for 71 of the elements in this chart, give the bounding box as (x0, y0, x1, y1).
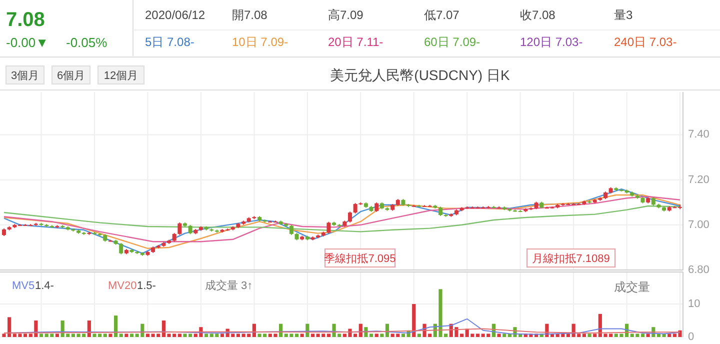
bar (476, 334, 480, 337)
bar (582, 334, 586, 337)
bar (646, 334, 650, 337)
annotation: 季線扣抵7.095 (324, 252, 396, 265)
y-tick-label: 7.00 (688, 218, 710, 231)
bar (103, 334, 107, 337)
annotation: 1.5- (137, 280, 156, 292)
text: 5日 7.08- (145, 35, 194, 49)
bar (39, 334, 44, 337)
y-tick-label: 6.80 (688, 264, 710, 276)
bar (124, 334, 128, 337)
bar (380, 334, 384, 337)
text: 20日 7.11- (328, 35, 384, 49)
annotation: MV5 (12, 280, 35, 292)
bar (374, 334, 378, 337)
bar (300, 334, 304, 337)
bar (460, 334, 464, 337)
line-series (3, 188, 681, 254)
text: 120日 7.03- (520, 35, 583, 49)
text: 3個月 (10, 70, 40, 82)
candlestick (289, 224, 294, 236)
bar (412, 304, 416, 337)
y-tick-label: 0 (688, 330, 694, 343)
candlestick (374, 202, 379, 212)
candlestick (119, 242, 124, 255)
text: 收7.08 (520, 8, 556, 22)
text: 2020/06/12 (145, 8, 206, 22)
text: -0.00▼ (6, 35, 48, 50)
bar (294, 334, 299, 337)
text: 240日 7.03- (614, 35, 677, 49)
text: 6個月 (56, 70, 86, 82)
annotation: 成交量 3↑ (205, 279, 253, 292)
bar (640, 334, 645, 337)
bar (204, 334, 208, 337)
text: 量3 (614, 8, 633, 22)
text: 60日 7.09- (424, 35, 480, 49)
bar (502, 334, 506, 337)
bar (497, 334, 501, 337)
chart-title: 美元兌人民幣(USDCNY) 日K (330, 67, 510, 83)
bar (326, 334, 330, 337)
candlestick (348, 211, 352, 223)
y-tick-label: 7.20 (688, 174, 710, 186)
candlestick (438, 206, 442, 216)
text: -0.05% (66, 35, 108, 50)
bar (417, 334, 421, 337)
line-series (3, 205, 681, 232)
y-tick-label: 10 (688, 298, 700, 310)
bar (130, 334, 134, 337)
text: 7.08 (6, 9, 45, 31)
bar (119, 334, 123, 337)
text: 高7.09 (328, 8, 364, 22)
bar (108, 334, 112, 337)
text: 低7.07 (424, 8, 460, 22)
text: 12個月 (104, 70, 138, 82)
candlestick (178, 222, 182, 236)
bar (588, 334, 592, 337)
bar (178, 334, 182, 337)
text: 開7.08 (232, 8, 268, 22)
bar (220, 334, 224, 337)
bar (114, 316, 118, 337)
bar (668, 334, 672, 337)
annotation: MV20 (108, 280, 137, 292)
candlestick (188, 224, 192, 235)
bar (55, 334, 60, 337)
y-tick-label: 7.40 (688, 128, 710, 141)
annotation: 月線扣抵7.1089 (532, 253, 610, 265)
annotation: 1.4- (35, 280, 54, 292)
candlestick (326, 221, 331, 234)
bar (593, 334, 597, 337)
y-axis-title: 成交量 (614, 280, 650, 294)
text: 10日 7.09- (232, 35, 288, 49)
